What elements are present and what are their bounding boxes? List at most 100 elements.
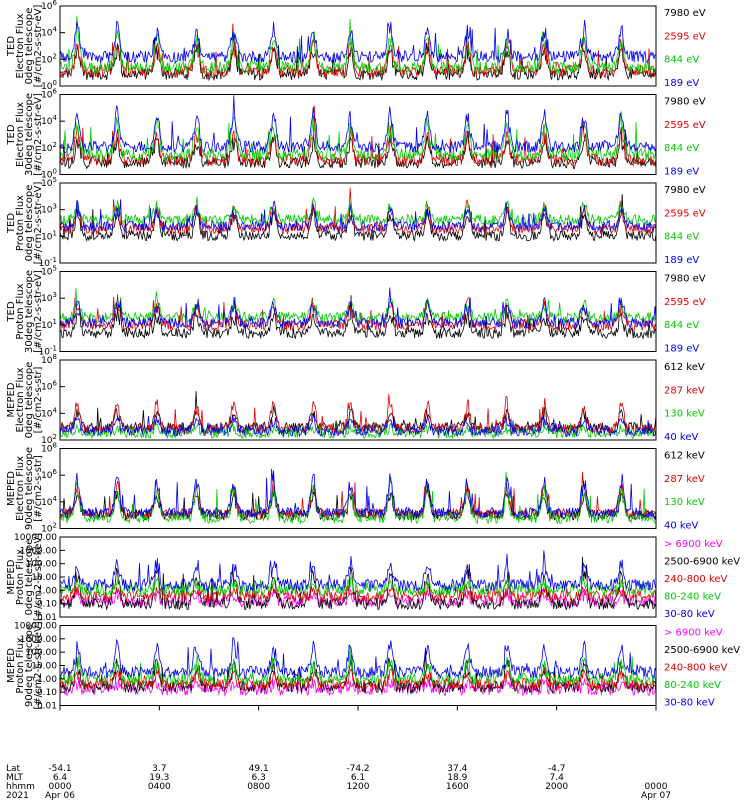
series-line-844-ev	[59, 15, 657, 75]
panel-frame	[59, 5, 657, 87]
x-tick-lat: 49.1	[249, 764, 269, 774]
series-line-6900-kev	[59, 677, 657, 697]
x-tick-hhmm: 0000	[645, 782, 668, 792]
series-line-2595-ev	[59, 105, 657, 168]
y-tick-label: 100.00	[26, 648, 58, 658]
series-line-7980-ev	[59, 129, 657, 170]
legend-entry: 287 keV	[664, 385, 705, 396]
x-tick-mlt: 18.9	[447, 773, 467, 783]
x-tick-mlt: 6.3	[252, 773, 266, 783]
y-tick-label: 0.10	[37, 688, 57, 698]
legend-entry: 2595 eV	[664, 120, 706, 131]
series-line-40-kev	[59, 412, 657, 438]
series-line-80-240-kev	[59, 576, 657, 597]
y-tick-label: 10000.00	[14, 533, 57, 543]
legend-entry: 7980 eV	[664, 274, 706, 285]
series-line-844-ev	[59, 196, 657, 227]
series-line-130-kev	[59, 422, 657, 440]
legend-entry: 612 keV	[664, 362, 705, 373]
y-tick-label: 10000.00	[14, 622, 57, 632]
y-tick-label: 1.00	[37, 586, 57, 596]
x-tick-date: Apr 07	[641, 791, 671, 800]
legend-entry: 2595 eV	[664, 297, 706, 308]
y-tick-label: 10.00	[31, 573, 57, 583]
legend-entry: 80-240 keV	[664, 592, 721, 603]
legend-entry: 30-80 keV	[664, 698, 715, 709]
legend-entry: 7980 eV	[664, 8, 706, 19]
legend-entry: 189 eV	[664, 255, 699, 266]
series-line-80-240-kev	[59, 645, 657, 687]
legend-entry: 2500-6900 keV	[664, 557, 740, 568]
legend-entry: 130 keV	[664, 497, 705, 508]
x-row-label-hhmm: hhmm	[6, 782, 35, 792]
legend-entry: 189 eV	[664, 344, 699, 355]
series-line-189-ev	[59, 95, 657, 154]
legend-entry: 612 keV	[664, 451, 705, 462]
panel-frame	[59, 271, 657, 352]
legend-entry: 844 eV	[664, 55, 699, 66]
x-tick-mlt: 6.1	[351, 773, 365, 783]
series-line-130-kev	[59, 471, 657, 525]
series-line-40-kev	[59, 468, 657, 519]
legend-entry: 844 eV	[664, 232, 699, 243]
series-line-30-80-kev	[59, 637, 657, 680]
x-tick-hhmm: 2000	[545, 782, 568, 792]
panel-frame	[59, 94, 657, 175]
x-tick-lat: -4.7	[548, 764, 566, 774]
series-line-189-ev	[60, 199, 657, 233]
panel-8: 0.01 0.10 1.00 10.00 100.00 1000.00 10000.00ME…	[6, 621, 740, 711]
x-tick-lat: -54.1	[48, 764, 71, 774]
series-line-844-ev	[59, 288, 657, 324]
y-axis-label: TEDElectron Flux0deg telescope[#/cm2-s-s…	[6, 5, 44, 88]
series-line-7980-ev	[59, 295, 657, 340]
series-line-287-kev	[59, 471, 657, 521]
y-tick-label: 0.01	[37, 702, 57, 712]
legend-entry: 130 keV	[664, 409, 705, 420]
series-line-2595-ev	[59, 23, 657, 79]
legend-entry: 287 keV	[664, 474, 705, 485]
x-row-label-year: 2021	[6, 791, 29, 800]
legend-entry: 7980 eV	[664, 185, 706, 196]
legend-entry: 2595 eV	[664, 31, 706, 42]
series-line-189-ev	[59, 287, 657, 330]
legend-entry: 844 eV	[664, 143, 699, 154]
y-tick-label: 0.01	[37, 613, 57, 623]
legend-entry: 30-80 keV	[664, 609, 715, 620]
y-axis-label: TEDProton Flux30deg telescope[#/cm2-s-st…	[6, 270, 44, 353]
series-line-844-ev	[59, 111, 657, 162]
x-tick-hhmm: 0000	[49, 782, 72, 792]
y-tick-label: 0.10	[37, 600, 57, 610]
legend-entry: 40 keV	[664, 521, 698, 532]
x-tick-lat: -74.2	[346, 764, 369, 774]
x-row-label-lat: Lat	[6, 764, 21, 774]
time-axis-row-labels: Lat MLT hhmm 2021	[6, 764, 35, 800]
y-tick-label: 1000.00	[20, 635, 57, 645]
legend-entry: 7980 eV	[664, 97, 706, 108]
y-axis-label: MEPEDProton Flux0deg telescope[#/cm2-s-s…	[6, 533, 44, 621]
y-axis-label: MEPEDElectron Flux0deg telescope[#/cm2-s…	[6, 362, 44, 439]
x-tick-hhmm: 0800	[247, 782, 270, 792]
legend-entry: > 6900 keV	[664, 628, 723, 639]
legend-entry: 189 eV	[664, 167, 699, 178]
legend-entry: 2595 eV	[664, 208, 706, 219]
x-tick-mlt: 19.3	[149, 773, 169, 783]
x-tick-hhmm: 1600	[446, 782, 469, 792]
legend-entry: 2500-6900 keV	[664, 645, 740, 656]
panel-7: 0.01 0.10 1.00 10.00 100.00 1000.00 10000.00ME…	[6, 533, 740, 623]
legend-entry: 80-240 keV	[664, 680, 721, 691]
y-tick-label: 10.00	[31, 662, 57, 672]
legend-entry: 240-800 keV	[664, 663, 728, 674]
legend-entry: 40 keV	[664, 432, 698, 443]
x-tick-lat: 3.7	[152, 764, 166, 774]
y-tick-label: 1000.00	[20, 546, 57, 556]
x-tick-hhmm: 0400	[148, 782, 171, 792]
series-line-189-ev	[59, 19, 657, 65]
y-axis-label: TEDElectron Flux30deg telescope[#/cm2-s-…	[6, 93, 44, 176]
legend-entry: 844 eV	[664, 320, 699, 331]
